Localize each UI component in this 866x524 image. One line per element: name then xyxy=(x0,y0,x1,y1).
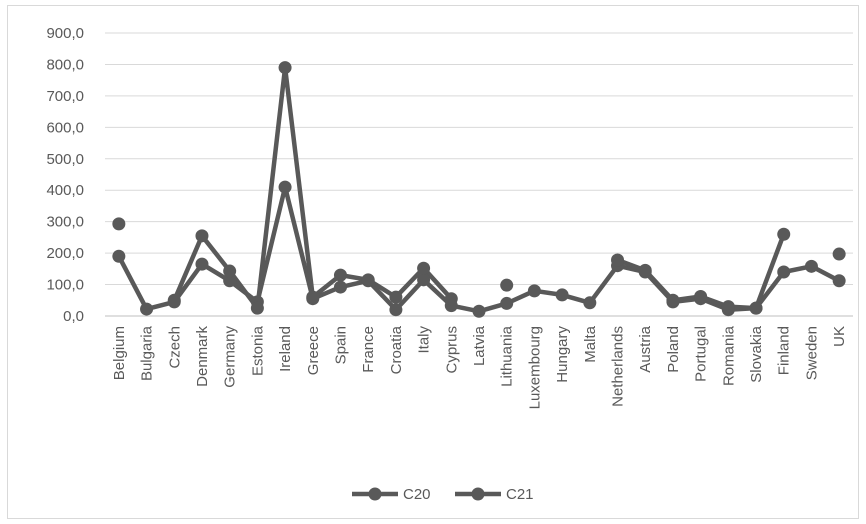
x-tick-label: Bulgaria xyxy=(139,325,156,381)
y-tick-label: 700,0 xyxy=(46,88,84,105)
data-point-C21 xyxy=(500,278,514,292)
legend: C20 C21 xyxy=(352,486,534,503)
x-tick-label: UK xyxy=(831,326,848,347)
data-point-C21 xyxy=(389,290,403,304)
series-line-C20 xyxy=(116,184,842,314)
data-point-C20 xyxy=(804,259,818,273)
data-point-C20 xyxy=(500,296,514,310)
data-point-C21 xyxy=(333,268,347,282)
data-point-C21 xyxy=(195,229,209,243)
legend-label-C21: C21 xyxy=(506,486,534,503)
data-point-C21 xyxy=(278,61,292,75)
y-tick-label: 100,0 xyxy=(46,277,84,294)
x-tick-label: Ireland xyxy=(277,326,294,372)
data-point-C20 xyxy=(527,284,541,298)
chart-frame xyxy=(7,5,859,519)
legend-marker-C21 xyxy=(471,487,485,501)
x-tick-label: Croatia xyxy=(388,325,405,374)
legend-marker-C20 xyxy=(368,487,382,501)
data-point-C21 xyxy=(694,290,708,304)
data-point-C21 xyxy=(777,227,791,241)
x-tick-label: Austria xyxy=(637,325,654,372)
data-point-C20 xyxy=(417,273,431,287)
x-tick-label: Luxembourg xyxy=(526,326,543,409)
x-tick-label: Poland xyxy=(665,326,682,373)
gridlines xyxy=(105,32,853,286)
legend-label-C20: C20 xyxy=(403,486,431,503)
data-point-C21 xyxy=(306,290,320,304)
data-point-C20 xyxy=(472,304,486,318)
data-point-C21 xyxy=(361,273,375,287)
data-point-C20 xyxy=(195,257,209,271)
data-point-C21 xyxy=(832,247,846,261)
data-point-C21 xyxy=(417,261,431,275)
x-tick-label: Portugal xyxy=(693,326,710,382)
x-tick-label: France xyxy=(360,326,377,373)
data-point-C21 xyxy=(749,301,763,315)
data-point-C21 xyxy=(721,300,735,314)
data-point-C20 xyxy=(583,296,597,310)
y-tick-label: 0,0 xyxy=(63,308,84,325)
x-tick-label: Netherlands xyxy=(610,326,627,407)
data-point-C20 xyxy=(389,303,403,317)
x-tick-label: Denmark xyxy=(194,326,211,387)
x-tick-label: Lithuania xyxy=(499,325,516,387)
y-tick-label: 300,0 xyxy=(46,214,84,231)
data-point-C20 xyxy=(777,265,791,279)
x-tick-label: Slovakia xyxy=(748,325,765,382)
data-point-C20 xyxy=(223,274,237,288)
data-point-C21 xyxy=(167,293,181,307)
x-axis-ticks: Belgium Bulgaria Czech Denmark Germany Estoni… xyxy=(111,325,848,409)
x-tick-label: Spain xyxy=(332,326,349,364)
data-point-C20 xyxy=(555,288,569,302)
x-tick-label: Latvia xyxy=(471,325,488,366)
data-point-C20 xyxy=(112,249,126,263)
data-point-C20 xyxy=(140,302,154,316)
x-tick-label: Finland xyxy=(776,326,793,375)
y-tick-label: 800,0 xyxy=(46,56,84,73)
x-tick-label: Hungary xyxy=(554,326,571,383)
x-tick-label: Malta xyxy=(582,325,599,362)
series-points xyxy=(112,61,846,318)
x-tick-label: Germany xyxy=(222,326,239,388)
x-tick-label: Sweden xyxy=(803,326,820,380)
data-point-C21 xyxy=(666,293,680,307)
data-point-C20 xyxy=(832,274,846,288)
x-tick-label: Cyprus xyxy=(443,326,460,374)
x-tick-label: Czech xyxy=(166,326,183,369)
y-tick-label: 900,0 xyxy=(46,25,84,42)
y-tick-label: 200,0 xyxy=(46,245,84,262)
data-point-C21 xyxy=(611,253,625,267)
data-point-C21 xyxy=(223,264,237,278)
data-point-C21 xyxy=(112,217,126,231)
data-point-C20 xyxy=(278,180,292,194)
x-tick-label: Belgium xyxy=(111,326,128,380)
y-axis-ticks: 0,0 100,0 200,0 300,0 400,0 500,0 600,0 700,0 80… xyxy=(46,25,84,325)
x-tick-label: Italy xyxy=(416,326,433,354)
x-tick-label: Greece xyxy=(305,326,322,375)
data-point-C21 xyxy=(444,292,458,306)
y-tick-label: 400,0 xyxy=(46,182,84,199)
x-tick-label: Estonia xyxy=(249,325,266,376)
x-tick-label: Romania xyxy=(720,325,737,386)
data-point-C21 xyxy=(250,301,264,315)
y-tick-label: 500,0 xyxy=(46,151,84,168)
y-tick-label: 600,0 xyxy=(46,119,84,136)
data-point-C20 xyxy=(333,280,347,294)
data-point-C21 xyxy=(638,263,652,277)
